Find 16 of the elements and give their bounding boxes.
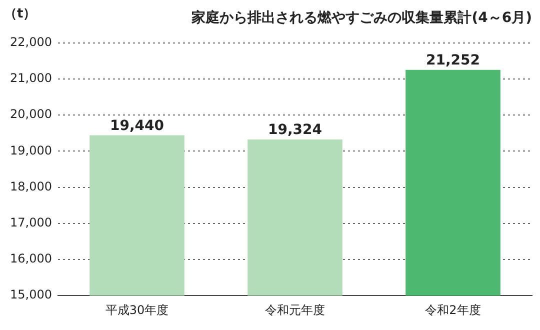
x-tick-label: 平成30年度 [105,302,169,317]
x-tick-label: 令和元年度 [264,302,325,317]
y-tick-label: 15,000 [10,288,52,302]
data-label: 19,440 [110,118,164,134]
data-label: 21,252 [426,52,480,68]
y-tick-label: 16,000 [10,252,52,266]
y-tick-label: 22,000 [10,34,52,49]
y-tick-label: 18,000 [10,179,52,194]
y-tick-label: 21,000 [10,71,52,86]
chart-title: 家庭から排出される燃やすごみの収集量累計(4～6月) [190,9,532,26]
y-axis-title: （t） [4,6,36,22]
y-tick-label: 20,000 [10,107,52,122]
data-label: 19,324 [268,122,322,138]
y-tick-label: 19,000 [10,143,52,158]
x-tick-label: 令和2年度 [425,302,481,317]
y-tick-label: 17,000 [10,215,52,230]
